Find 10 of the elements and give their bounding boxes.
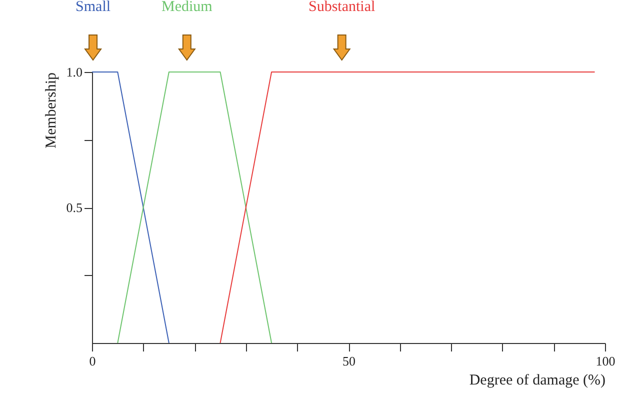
y-tick-label: 0.5 <box>66 200 82 215</box>
x-tick-label: 0 <box>89 354 96 368</box>
y-tick-label: 1.0 <box>66 64 82 80</box>
x-axis-title: Degree of damage (%) <box>469 372 606 388</box>
y-axis-title: Membership <box>43 72 60 148</box>
text: Medium <box>161 0 213 15</box>
x-tick-label: 100 <box>596 354 616 368</box>
text: Small <box>76 0 111 15</box>
text: Substantial <box>308 0 376 15</box>
x-tick-label: 50 <box>342 354 356 368</box>
